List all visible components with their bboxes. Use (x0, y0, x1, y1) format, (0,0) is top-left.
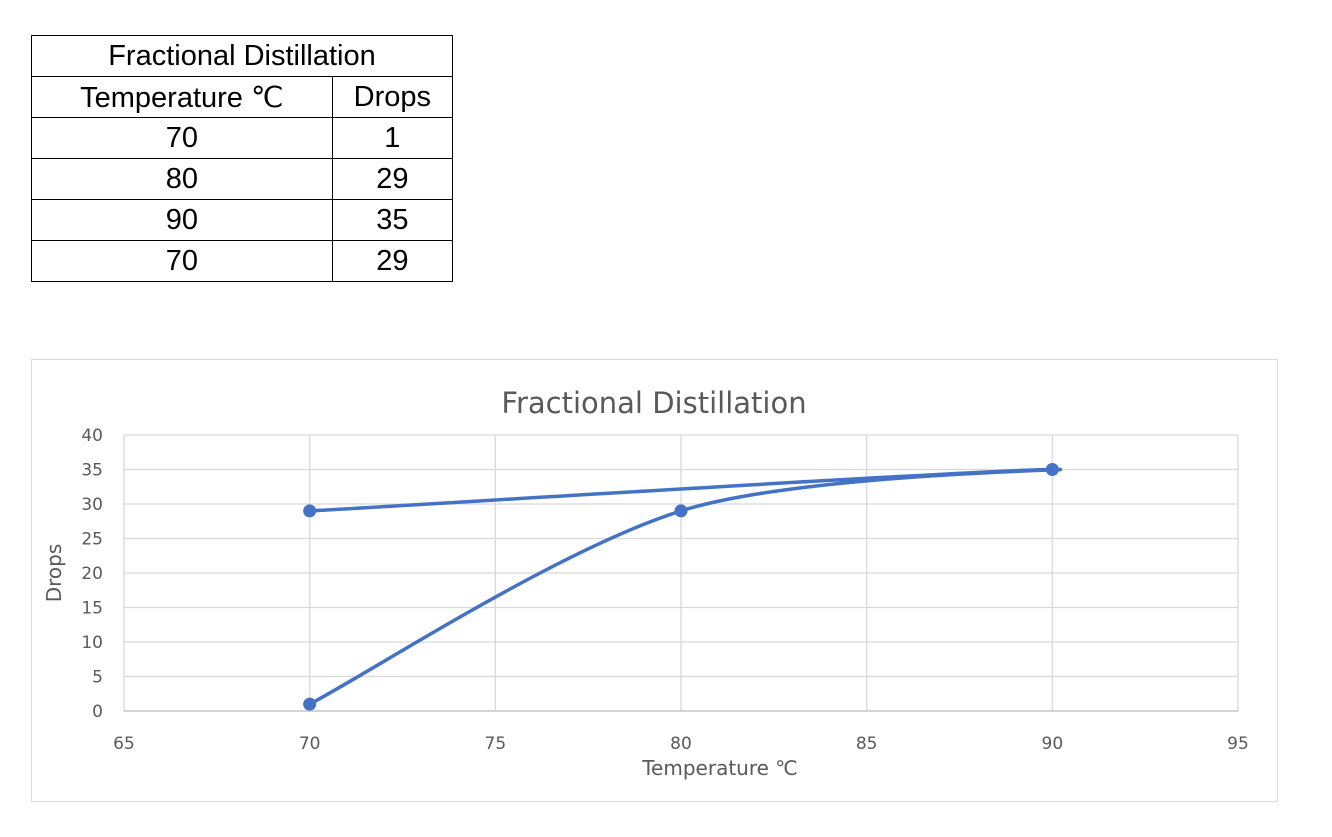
y-tick-label: 15 (81, 599, 103, 619)
table-cell: 90 (31, 199, 333, 241)
x-tick-label: 65 (113, 734, 135, 754)
x-tick-label: 85 (856, 734, 878, 754)
chart-title: Fractional Distillation (501, 386, 806, 420)
data-point (674, 504, 688, 518)
table-row: 70 29 (31, 240, 454, 282)
series-line (308, 467, 1063, 706)
x-tick-label: 95 (1227, 734, 1249, 754)
data-point (1045, 463, 1059, 476)
table-cell: 1 (331, 117, 454, 159)
y-tick-label: 10 (81, 633, 103, 653)
y-tick-label: 20 (81, 564, 103, 584)
y-tick-label: 25 (81, 530, 103, 550)
table-title: Fractional Distillation (31, 35, 453, 77)
table-row: 70 1 (31, 117, 454, 159)
table-row: 80 29 (31, 158, 454, 200)
table-cell: 70 (31, 117, 333, 159)
y-tick-label: 5 (92, 668, 103, 688)
table-cell: 29 (331, 240, 454, 282)
grid (123, 434, 1239, 712)
table-header-row: Temperature ℃ Drops (31, 76, 454, 118)
chart-frame (31, 359, 1278, 802)
tick-labels: 0 5 10 15 20 25 30 35 40 65 70 75 80 85 90 95 (81, 426, 1248, 754)
y-tick-label: 40 (81, 426, 103, 446)
table-cell: 80 (31, 158, 333, 200)
chart: Fractional Distillation 0 5 10 15 20 25 30 35 40… (42, 386, 1249, 780)
table-title-row: Fractional Distillation (31, 35, 453, 77)
x-tick-label: 80 (670, 734, 692, 754)
table-row: 90 35 (31, 199, 454, 241)
x-tick-label: 90 (1042, 734, 1064, 754)
x-axis-label: Temperature ℃ (641, 756, 798, 780)
y-tick-label: 0 (92, 702, 103, 722)
table-header-cell: Temperature ℃ (31, 76, 333, 118)
y-tick-label: 35 (81, 461, 103, 481)
data-table: Fractional Distillation Temperature ℃ Drop… (31, 35, 454, 282)
data-point (303, 697, 317, 711)
y-axis-label: Drops (42, 544, 66, 603)
data-point (303, 504, 317, 518)
y-tick-label: 30 (81, 495, 103, 515)
x-tick-label: 70 (299, 734, 321, 754)
x-tick-label: 75 (485, 734, 507, 754)
table-header-cell: Drops (331, 76, 454, 118)
table-cell: 35 (331, 199, 454, 241)
table-cell: 70 (31, 240, 333, 282)
series (303, 463, 1063, 711)
table-cell: 29 (331, 158, 454, 200)
